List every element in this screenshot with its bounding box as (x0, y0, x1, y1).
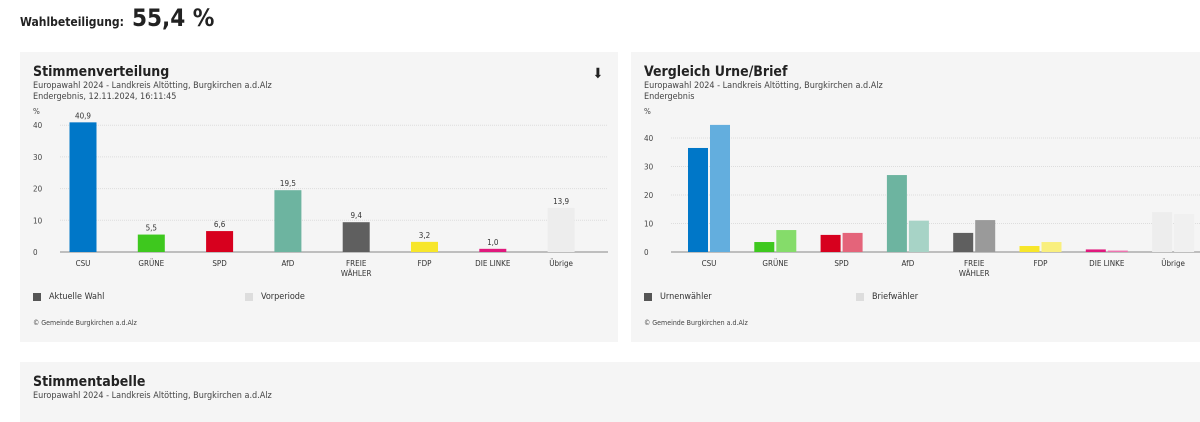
legend-swatch (245, 293, 253, 301)
bar (479, 248, 507, 252)
download-icon[interactable]: ⬇ (592, 66, 603, 82)
data-label: 40,9 (75, 111, 91, 120)
x-tick-label: DIE LINKE (475, 259, 511, 268)
legend-swatch (856, 293, 864, 301)
bar-briefwähler (1174, 214, 1195, 252)
legend-item-mail[interactable]: Briefwähler (856, 292, 918, 302)
bar-briefwähler (1041, 242, 1062, 252)
x-tick-label: Übrige (1161, 258, 1185, 268)
x-tick-label: FREIE (964, 259, 985, 268)
x-tick-label: WÄHLER (341, 268, 372, 278)
bar (206, 231, 234, 252)
x-tick-label: CSU (76, 259, 91, 268)
legend-label: Vorperiode (261, 292, 305, 302)
urn-mail-comparison-panel: Vergleich Urne/Brief Europawahl 2024 - L… (631, 52, 1200, 342)
bar (411, 241, 438, 252)
panel-subtitle: Europawahl 2024 - Landkreis Altötting, B… (33, 81, 272, 103)
panel-subtitle: Europawahl 2024 - Landkreis Altötting, B… (33, 391, 272, 401)
x-tick-label: FDP (417, 259, 432, 268)
y-tick-label: 10 (33, 216, 43, 225)
y-axis-label: % (644, 107, 651, 116)
legend-label: Aktuelle Wahl (49, 292, 105, 302)
panel-title: Stimmenverteilung (33, 64, 170, 80)
y-tick-label: 40 (644, 134, 654, 143)
bar (274, 190, 302, 252)
data-label: 3,2 (419, 231, 430, 240)
turnout-label: Wahlbeteiligung: (20, 15, 124, 29)
x-tick-label: GRÜNE (138, 258, 164, 268)
data-label: 13,9 (553, 197, 569, 206)
status-line: Endergebnis (644, 92, 695, 102)
panel-title: Stimmentabelle (33, 374, 146, 390)
y-tick-label: 0 (644, 248, 649, 257)
bar-briefwähler (776, 230, 797, 252)
vote-distribution-panel: Stimmenverteilung Europawahl 2024 - Land… (20, 52, 618, 342)
bar-briefwähler (1107, 250, 1128, 252)
x-tick-label: SPD (212, 259, 227, 268)
data-label: 19,5 (280, 179, 296, 188)
bar-urnenwähler (1152, 212, 1173, 252)
copyright: © Gemeinde Burgkirchen a.d.Alz (33, 319, 137, 327)
x-tick-label: SPD (834, 259, 849, 268)
bar-urnenwähler (886, 175, 907, 252)
bar-urnenwähler (754, 242, 775, 252)
bar-urnenwähler (688, 147, 708, 252)
legend-item-urn[interactable]: Urnenwähler (644, 292, 712, 302)
bar (342, 222, 370, 252)
copyright: © Gemeinde Burgkirchen a.d.Alz (644, 319, 748, 327)
bar (137, 234, 165, 252)
bar-urnenwähler (953, 232, 974, 252)
y-tick-label: 20 (644, 191, 654, 200)
y-tick-label: 10 (644, 220, 654, 229)
x-tick-label: FDP (1033, 259, 1048, 268)
status-line: Endergebnis, 12.11.2024, 16:11:45 (33, 92, 177, 102)
y-tick-label: 30 (644, 163, 654, 172)
bar (547, 207, 575, 252)
x-tick-label: GRÜNE (762, 258, 788, 268)
bar (69, 122, 97, 252)
data-label: 1,0 (487, 238, 499, 247)
panel-title: Vergleich Urne/Brief (644, 64, 788, 80)
legend-item-current[interactable]: Aktuelle Wahl (33, 292, 104, 302)
x-tick-label: DIE LINKE (1089, 259, 1125, 268)
legend-swatch (33, 293, 41, 301)
bar-briefwähler (975, 220, 996, 252)
data-label: 5,5 (146, 224, 157, 233)
bar-urnenwähler (1085, 249, 1106, 252)
bar-urnenwähler (820, 234, 841, 252)
y-axis-label: % (33, 107, 40, 116)
x-tick-label: WÄHLER (959, 268, 990, 278)
legend-label: Urnenwähler (660, 292, 712, 302)
bar-briefwähler (908, 220, 929, 252)
y-tick-label: 30 (33, 153, 43, 162)
x-tick-label: FREIE (346, 259, 367, 268)
vote-table-panel: Stimmentabelle Europawahl 2024 - Landkre… (20, 362, 1200, 422)
bar-urnenwähler (1019, 246, 1040, 252)
turnout: Wahlbeteiligung: 55,4 % (20, 4, 214, 32)
panel-subtitle: Europawahl 2024 - Landkreis Altötting, B… (644, 81, 883, 103)
vote-distribution-chart: % 0 10 20 30 40 CSU 40,9 GRÜNE 5,5 SPD 6,6 AfD 19,5 FR… (33, 107, 608, 278)
y-tick-label: 20 (33, 185, 43, 194)
x-tick-label: AfD (902, 259, 915, 268)
bar-briefwähler (710, 124, 730, 252)
x-tick-label: CSU (702, 259, 717, 268)
data-label: 6,6 (214, 220, 226, 229)
x-tick-label: AfD (282, 259, 295, 268)
y-tick-label: 40 (33, 121, 43, 130)
x-tick-label: Übrige (549, 258, 573, 268)
legend-item-previous[interactable]: Vorperiode (245, 292, 305, 302)
subtitle-line: Europawahl 2024 - Landkreis Altötting, B… (644, 81, 883, 91)
legend-label: Briefwähler (872, 292, 919, 302)
y-tick-label: 0 (33, 248, 38, 257)
bar-briefwähler (842, 232, 863, 252)
subtitle-line: Europawahl 2024 - Landkreis Altötting, B… (33, 81, 272, 91)
legend-swatch (644, 293, 652, 301)
turnout-value: 55,4 % (131, 4, 215, 32)
data-label: 9,4 (350, 211, 362, 220)
